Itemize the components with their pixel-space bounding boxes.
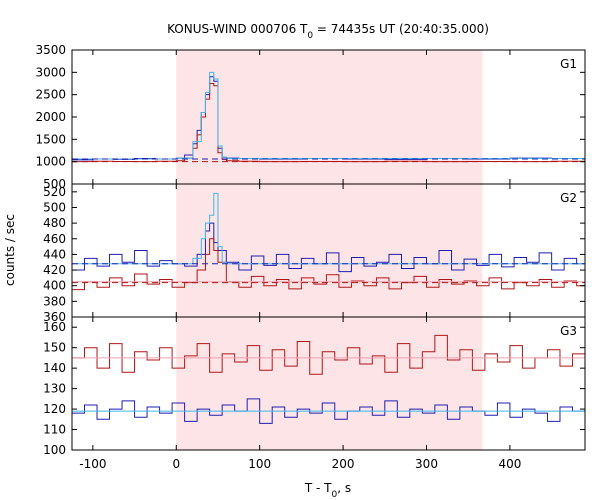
x-axis-label: T - T0, s bbox=[304, 481, 351, 500]
panel-label: G3 bbox=[560, 324, 577, 338]
series-cyan-step-2 bbox=[72, 192, 585, 265]
y-tick-label: 100 bbox=[43, 443, 66, 457]
panel-label: G2 bbox=[560, 191, 577, 205]
panel-label: G1 bbox=[560, 57, 577, 71]
y-tick-label: 3500 bbox=[35, 43, 66, 57]
series-group bbox=[72, 192, 585, 291]
y-tick-label: 380 bbox=[43, 294, 66, 308]
y-tick-label: 420 bbox=[43, 263, 66, 277]
y-tick-label: 500 bbox=[43, 200, 66, 214]
chart-title-subscript: 0 bbox=[307, 31, 313, 41]
y-tick-label: 520 bbox=[43, 185, 66, 199]
x-tick-label: -100 bbox=[79, 457, 106, 471]
x-tick-label: 100 bbox=[248, 457, 271, 471]
chart-title: KONUS-WIND 000706 T0 = 74435s UT (20:40:… bbox=[167, 22, 489, 41]
x-tick-label: 200 bbox=[332, 457, 355, 471]
x-tick-label: 0 bbox=[172, 457, 180, 471]
y-tick-label: 120 bbox=[43, 402, 66, 416]
x-tick-label: 400 bbox=[498, 457, 521, 471]
y-tick-label: 440 bbox=[43, 247, 66, 261]
y-tick-label: 140 bbox=[43, 361, 66, 375]
y-tick-label: 1000 bbox=[35, 155, 66, 169]
highlight-interval bbox=[176, 184, 483, 317]
y-tick-label: 500 bbox=[43, 177, 66, 191]
x-axis-label-rest: , s bbox=[337, 481, 351, 495]
y-tick-label: 160 bbox=[43, 320, 66, 334]
panel-g1: 500 1000 1500 2000 2500 3000 3500 G1 bbox=[35, 43, 586, 191]
x-axis-label-main: T - T bbox=[304, 481, 332, 495]
y-tick-label: 3000 bbox=[35, 65, 66, 79]
highlight-interval bbox=[176, 317, 483, 450]
series-group bbox=[72, 71, 585, 163]
series-red-step-0 bbox=[72, 334, 585, 375]
y-tick-label: 130 bbox=[43, 382, 66, 396]
y-tick-label: 1500 bbox=[35, 132, 66, 146]
y-tick-label: 2000 bbox=[35, 110, 66, 124]
y-axis-label: counts / sec bbox=[3, 214, 17, 286]
highlight-interval bbox=[176, 50, 483, 184]
y-tick-label: 110 bbox=[43, 423, 66, 437]
x-axis-label-subscript: 0 bbox=[332, 490, 338, 500]
chart-title-rest: = 74435s UT (20:40:35.000) bbox=[313, 22, 489, 36]
panels-group: 500100015002000250030003500G136038040042… bbox=[35, 43, 586, 471]
x-tick-label: 300 bbox=[415, 457, 438, 471]
y-tick-label: 460 bbox=[43, 232, 66, 246]
y-tick-label: 150 bbox=[43, 341, 66, 355]
series-cyan-step-2 bbox=[72, 71, 585, 160]
panel-g3: 100 110 120 130 140 150 160 -100 0 100 200 300 400 G3 bbox=[43, 316, 586, 471]
series-group bbox=[72, 334, 585, 424]
chart-title-main: KONUS-WIND 000706 T bbox=[167, 22, 308, 36]
y-tick-label: 2500 bbox=[35, 88, 66, 102]
panel-frame bbox=[71, 316, 586, 451]
y-tick-label: 360 bbox=[43, 310, 66, 324]
y-tick-label: 480 bbox=[43, 216, 66, 230]
y-tick-label: 400 bbox=[43, 279, 66, 293]
